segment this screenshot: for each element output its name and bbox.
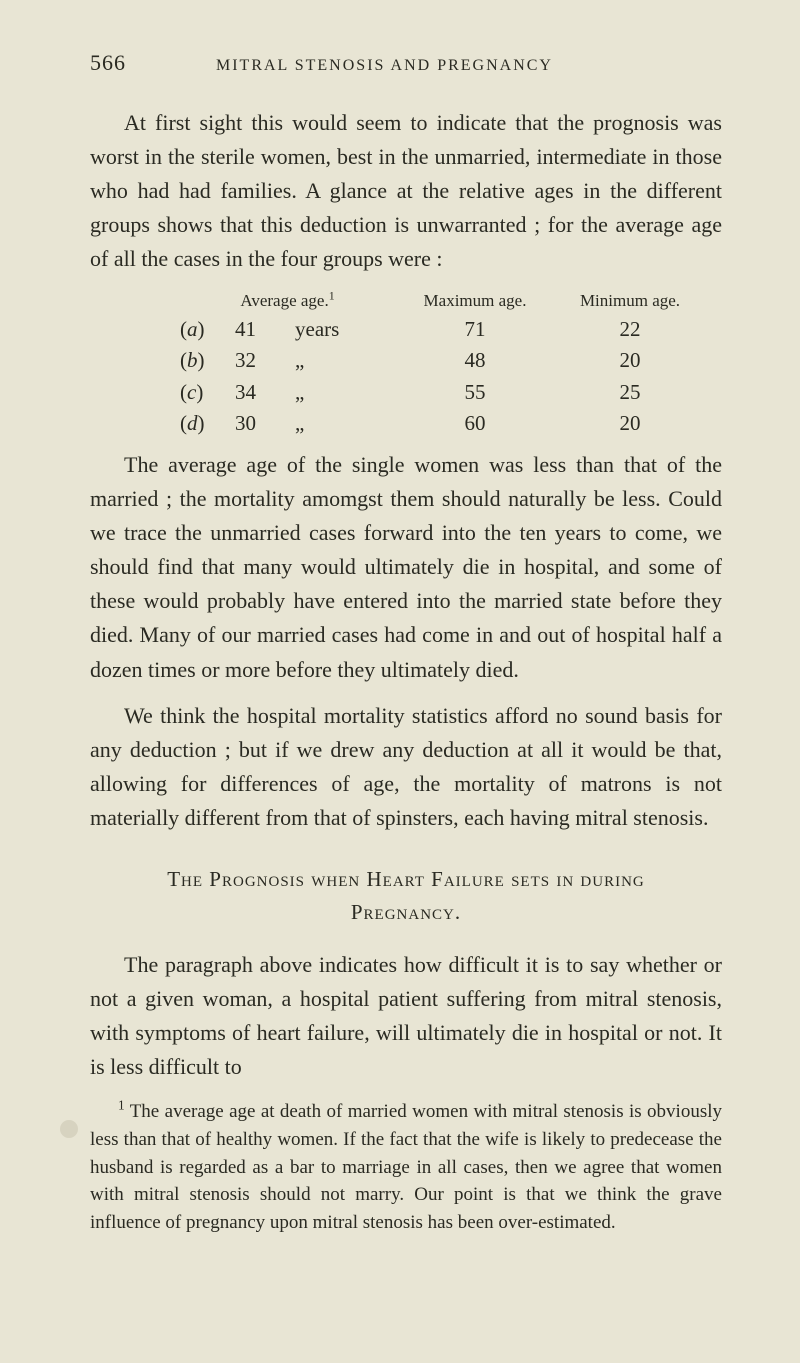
row-label: (c) xyxy=(180,377,235,409)
table-row: (d) 30 „ 60 20 xyxy=(180,408,722,440)
row-min: 20 xyxy=(555,345,705,377)
row-unit: „ xyxy=(295,345,395,377)
page-number: 566 xyxy=(90,50,126,76)
row-min: 25 xyxy=(555,377,705,409)
row-max: 60 xyxy=(395,408,555,440)
page-header: 566 MITRAL STENOSIS AND PREGNANCY xyxy=(90,50,722,76)
row-value: 34 xyxy=(235,377,295,409)
section-title: The Prognosis when Heart Failure sets in… xyxy=(90,863,722,928)
row-value: 41 xyxy=(235,314,295,346)
row-max: 71 xyxy=(395,314,555,346)
paragraph-4: The paragraph above indicates how diffic… xyxy=(90,948,722,1084)
table-header-average-text: Average age. xyxy=(240,291,328,310)
row-unit: „ xyxy=(295,408,395,440)
row-unit: years xyxy=(295,314,395,346)
paragraph-3: We think the hospital mortality statisti… xyxy=(90,699,722,835)
paragraph-1: At first sight this would seem to indica… xyxy=(90,106,722,276)
age-table: Average age.1 Maximum age. Minimum age. … xyxy=(180,288,722,440)
row-value: 30 xyxy=(235,408,295,440)
row-max: 55 xyxy=(395,377,555,409)
row-label: (b) xyxy=(180,345,235,377)
row-min: 22 xyxy=(555,314,705,346)
row-min: 20 xyxy=(555,408,705,440)
footnote-marker: 1 xyxy=(118,1098,125,1113)
table-row: (b) 32 „ 48 20 xyxy=(180,345,722,377)
table-header-average-sup: 1 xyxy=(329,289,335,303)
table-row: (c) 34 „ 55 25 xyxy=(180,377,722,409)
row-label: (a) xyxy=(180,314,235,346)
paper-blemish-icon xyxy=(60,1120,78,1138)
page-container: 566 MITRAL STENOSIS AND PREGNANCY At fir… xyxy=(0,0,800,1363)
running-title: MITRAL STENOSIS AND PREGNANCY xyxy=(216,57,553,75)
section-title-line1: The Prognosis when Heart Failure sets in… xyxy=(167,867,645,891)
table-header-max: Maximum age. xyxy=(395,288,555,314)
table-header-min: Minimum age. xyxy=(555,288,705,314)
footnote: 1 The average age at death of married wo… xyxy=(90,1098,722,1236)
table-row: (a) 41 years 71 22 xyxy=(180,314,722,346)
row-max: 48 xyxy=(395,345,555,377)
row-unit: „ xyxy=(295,377,395,409)
table-header-average: Average age.1 xyxy=(180,288,395,314)
row-value: 32 xyxy=(235,345,295,377)
table-header-row: Average age.1 Maximum age. Minimum age. xyxy=(180,288,722,314)
section-title-line2: Pregnancy. xyxy=(351,900,461,924)
paragraph-2: The average age of the single women was … xyxy=(90,448,722,687)
footnote-text: The average age at death of married wome… xyxy=(90,1101,722,1232)
row-label: (d) xyxy=(180,408,235,440)
